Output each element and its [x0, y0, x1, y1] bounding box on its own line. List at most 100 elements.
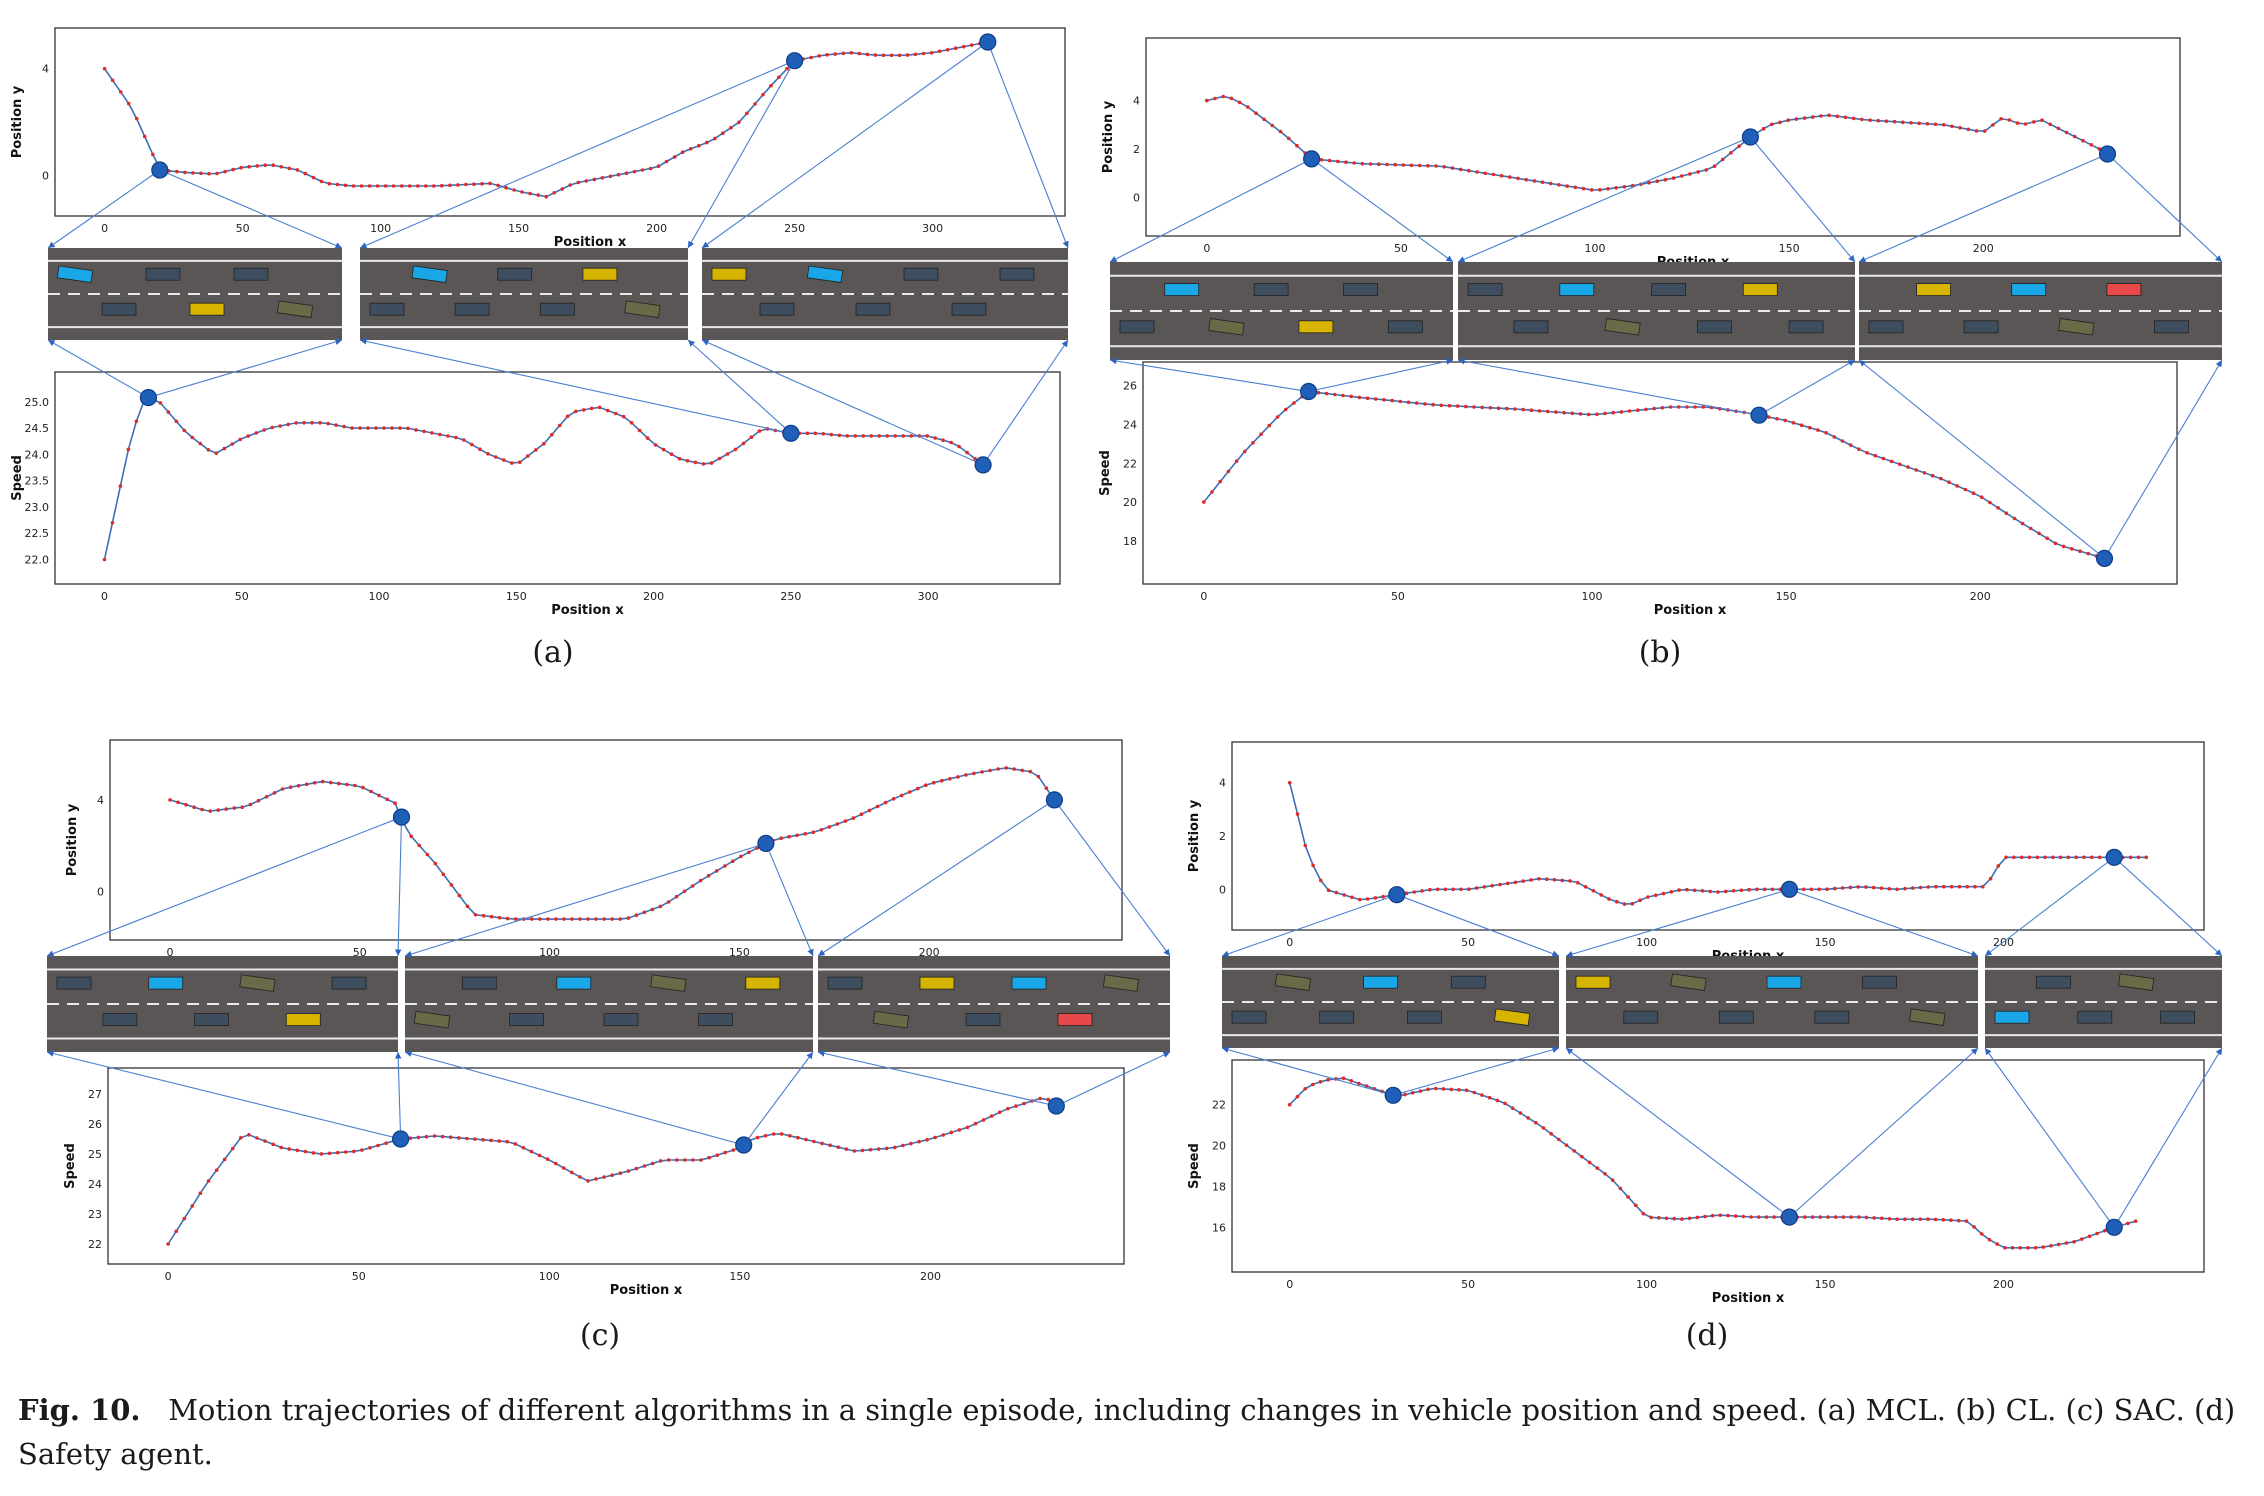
trajectory-marker — [191, 171, 195, 175]
trajectory-marker — [1704, 168, 1709, 172]
trajectory-marker — [1957, 884, 1962, 889]
trajectory-marker — [288, 785, 293, 789]
trajectory-marker — [415, 184, 420, 188]
trajectory-marker — [624, 171, 629, 175]
keypoint-marker — [785, 52, 804, 70]
trajectory-marker — [366, 426, 370, 430]
trajectory-marker — [1357, 395, 1362, 400]
trajectory-marker — [578, 1175, 582, 1179]
trajectory-marker — [1872, 1216, 1876, 1220]
trajectory-marker — [813, 431, 818, 436]
trajectory-marker — [1949, 884, 1954, 889]
keypoint-marker — [1302, 150, 1321, 168]
trajectory-marker — [610, 1173, 614, 1177]
trajectory-marker — [698, 878, 703, 883]
trajectory-marker — [685, 459, 690, 463]
trajectory-marker — [174, 419, 179, 424]
trajectory-marker — [713, 136, 717, 141]
trajectory-marker — [1303, 843, 1308, 848]
speed-plot-2: 0 50 100 150 200 22 23 24 25 26 27 Position x Speed — [63, 1067, 1125, 1298]
y-tick-label: 22.5 — [25, 527, 50, 540]
trajectory-marker — [1587, 1160, 1592, 1165]
trajectory-marker — [222, 1157, 227, 1162]
trajectory-marker — [544, 194, 548, 199]
trajectory-marker — [909, 1141, 913, 1146]
position-plot-frame — [1145, 37, 2181, 237]
trajectory-marker — [1851, 116, 1856, 121]
x-tick-label: 200 — [1993, 1278, 2014, 1291]
trajectory-marker — [865, 52, 870, 57]
other-vehicle — [1670, 973, 1707, 991]
trajectory-marker — [1316, 390, 1321, 395]
highlighted-vehicle — [1493, 1008, 1531, 1026]
trajectory-marker — [1811, 115, 1815, 119]
keypoint-marker — [1388, 886, 1406, 904]
trajectory-marker — [1693, 405, 1697, 409]
other-vehicle — [1651, 283, 1686, 297]
trajectory-marker — [367, 184, 372, 188]
trajectory-marker — [849, 51, 854, 55]
trajectory-marker — [1677, 888, 1681, 892]
trajectory-marker — [126, 101, 131, 106]
connector-line — [2104, 359, 2223, 559]
trajectory-marker — [1843, 115, 1848, 120]
trajectory-marker — [634, 913, 639, 917]
other-vehicle — [1868, 320, 1904, 334]
trajectory-marker — [374, 426, 378, 430]
highlighted-vehicle — [745, 976, 781, 990]
highlighted-vehicle — [711, 267, 747, 281]
trajectory-marker — [2032, 120, 2036, 124]
trajectory-marker — [1860, 117, 1864, 122]
trajectory-marker — [957, 444, 961, 449]
trajectory-marker — [1808, 425, 1812, 430]
keypoint-marker — [1047, 1097, 1065, 1115]
trajectory-marker — [1439, 403, 1444, 408]
y-tick-label: 18 — [1212, 1180, 1226, 1193]
trajectory-marker — [859, 812, 864, 816]
trajectory-marker — [1488, 406, 1493, 410]
trajectory-marker — [2040, 118, 2044, 122]
trajectory-marker — [1619, 410, 1624, 414]
trajectory-marker — [1606, 187, 1610, 191]
road-snapshot — [1222, 956, 1559, 1048]
connector-line — [1396, 894, 1560, 957]
trajectory-marker — [901, 434, 905, 438]
trajectory-marker — [997, 1110, 1002, 1115]
trajectory-marker — [1895, 1217, 1899, 1221]
trajectory-marker — [449, 883, 454, 887]
trajectory-marker — [151, 152, 155, 157]
trajectory-marker — [803, 832, 807, 836]
trajectory-marker — [715, 1153, 719, 1157]
trajectory-marker — [2018, 1246, 2022, 1250]
trajectory-marker — [980, 770, 984, 774]
trajectory-marker — [358, 426, 362, 430]
trajectory-marker — [1234, 459, 1239, 464]
x-tick-label: 300 — [918, 590, 939, 603]
trajectory-marker — [937, 49, 942, 54]
trajectory-marker — [1591, 889, 1596, 893]
other-vehicle — [1697, 320, 1732, 334]
trajectory-marker — [1529, 878, 1533, 882]
trajectory-marker — [1327, 158, 1332, 163]
trajectory-marker — [877, 434, 881, 438]
x-tick-label: 100 — [369, 590, 390, 603]
trajectory-marker — [1498, 882, 1502, 887]
trajectory-marker — [351, 184, 356, 188]
trajectory-marker — [343, 183, 348, 188]
other-vehicle — [102, 1013, 138, 1026]
trajectory-marker — [661, 447, 666, 452]
trajectory-marker — [2128, 855, 2133, 860]
trajectory-marker — [1012, 767, 1016, 771]
trajectory-marker — [1457, 1088, 1461, 1092]
trajectory-marker — [1578, 412, 1583, 416]
trajectory-marker — [319, 1152, 324, 1156]
trajectory-marker — [1283, 407, 1288, 412]
trajectory-marker — [1491, 172, 1496, 177]
trajectory-marker — [907, 790, 912, 794]
ego-vehicle — [56, 265, 94, 283]
trajectory-marker — [1435, 887, 1440, 892]
trajectory-marker — [1761, 126, 1766, 131]
trajectory-marker — [1022, 1101, 1026, 1106]
connector-line — [982, 339, 1069, 466]
trajectory-marker — [473, 913, 478, 917]
